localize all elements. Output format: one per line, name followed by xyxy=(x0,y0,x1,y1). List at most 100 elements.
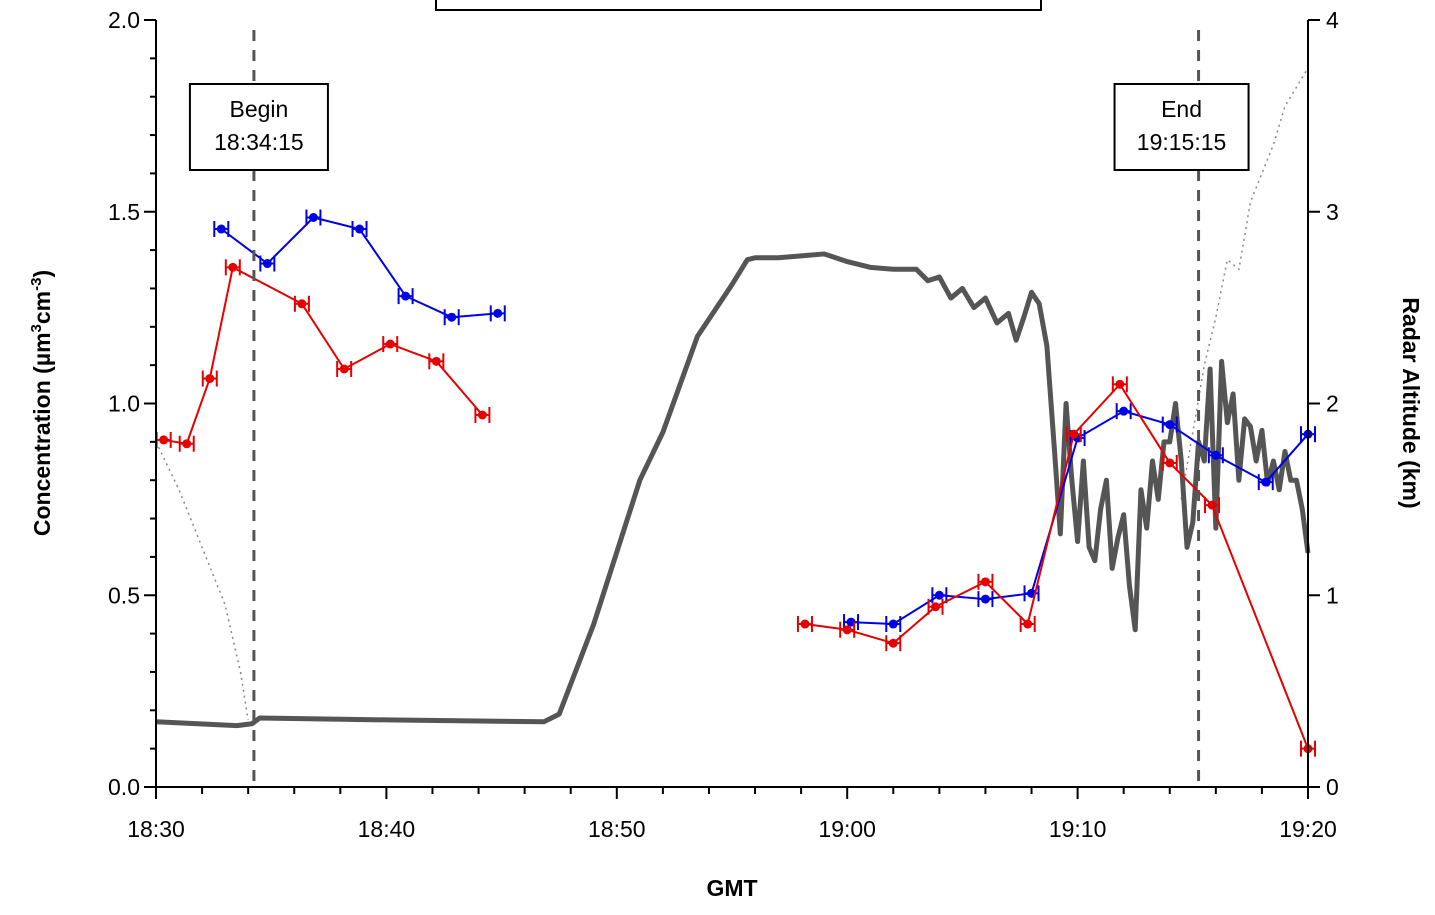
red-marker xyxy=(339,364,349,374)
blue-marker xyxy=(1211,450,1221,460)
red-marker xyxy=(931,602,941,612)
red-marker xyxy=(228,262,238,272)
blue-marker xyxy=(980,594,990,604)
blue-marker xyxy=(262,259,272,269)
red-point-4 xyxy=(293,295,310,312)
annotations: Begin 18:34:15 End 19:15:15 xyxy=(188,30,1250,787)
x-tick-label: 18:50 xyxy=(588,816,646,842)
blue-point-2 xyxy=(305,209,322,226)
red-marker xyxy=(159,435,169,445)
red-marker xyxy=(800,619,810,629)
red-marker xyxy=(1069,429,1079,439)
red-marker xyxy=(1165,458,1175,468)
red-point-13 xyxy=(977,573,994,590)
annotation-time-0: 18:34:15 xyxy=(214,129,304,155)
x-tick-label: 19:10 xyxy=(1049,816,1107,842)
y-left-tick-label: 1.0 xyxy=(108,391,140,417)
red-marker xyxy=(477,410,487,420)
blue-marker xyxy=(401,291,411,301)
red-marker xyxy=(297,299,307,309)
y-left-tick-label: 0.5 xyxy=(108,582,140,608)
blue-marker xyxy=(308,213,318,223)
red-marker xyxy=(1115,379,1125,389)
red-marker xyxy=(205,374,215,384)
blue-point-13 xyxy=(1115,403,1132,420)
red-point-2 xyxy=(201,370,218,387)
red-point-18 xyxy=(1204,497,1220,514)
blue-marker xyxy=(934,590,944,600)
red-point-11 xyxy=(885,635,902,652)
red-point-8 xyxy=(474,407,491,424)
annotation-label-1: End xyxy=(1161,96,1202,122)
blue-point-8 xyxy=(885,616,902,633)
red-marker xyxy=(182,439,192,449)
x-tick-label: 18:30 xyxy=(127,816,185,842)
y-left-tick-label: 1.5 xyxy=(108,199,140,225)
y-right-tick-label: 0 xyxy=(1326,774,1339,800)
red-point-5 xyxy=(336,360,353,377)
red-point-9 xyxy=(796,616,813,633)
red-point-15 xyxy=(1065,426,1082,443)
red-marker xyxy=(980,577,990,587)
blue-marker xyxy=(493,308,503,318)
red-marker xyxy=(842,625,852,635)
x-tick-label: 18:40 xyxy=(358,816,416,842)
y-left-axis-title: Concentration (µm3cm-3) xyxy=(28,270,55,536)
y-left-tick-label: 0.0 xyxy=(108,774,140,800)
y-left-title-sup1: 3 xyxy=(28,324,45,332)
blue-point-0 xyxy=(213,221,230,238)
red-marker xyxy=(1207,500,1217,510)
altitude-trace-dotted-0 xyxy=(155,441,249,721)
blue-marker xyxy=(1119,406,1129,416)
red-marker xyxy=(888,638,898,648)
axes: 0.0 0.5 1.0 1.5 2.0 0 1 2 3 4 18:30 18:40 18:50 19:00… xyxy=(108,7,1339,842)
red-series-line-1 xyxy=(804,382,1309,750)
plot-area xyxy=(155,67,1316,757)
blue-point-16 xyxy=(1257,474,1274,491)
red-point-7 xyxy=(428,353,445,370)
blue-marker xyxy=(216,224,226,234)
y-right-tick-label: 3 xyxy=(1326,199,1339,225)
annotation-time-1: 19:15:15 xyxy=(1137,129,1227,155)
y-right-tick-label: 1 xyxy=(1326,582,1339,608)
red-marker xyxy=(385,339,395,349)
blue-marker xyxy=(1165,420,1175,430)
red-point-12 xyxy=(927,598,944,615)
y-right-tick-label: 4 xyxy=(1326,7,1339,33)
x-tick-label: 19:20 xyxy=(1279,816,1337,842)
red-point-3 xyxy=(224,259,241,276)
red-marker xyxy=(431,356,441,366)
red-marker xyxy=(1023,619,1033,629)
radar-altitude-line xyxy=(155,251,1311,729)
blue-marker xyxy=(888,619,898,629)
y-right-axis-title: Radar Altitude (km) xyxy=(1398,297,1424,508)
blue-point-9 xyxy=(931,587,948,604)
top-cropped-box xyxy=(435,0,1042,11)
y-left-title-main: Concentration (µm xyxy=(29,332,55,536)
x-axis-title: GMT xyxy=(706,875,757,901)
blue-point-4 xyxy=(397,288,414,305)
blue-point-14 xyxy=(1161,416,1178,433)
red-series-line-0 xyxy=(163,265,484,445)
annotation-label-0: Begin xyxy=(230,96,289,122)
blue-marker xyxy=(447,312,457,322)
annotation-box-0 xyxy=(188,83,329,171)
red-point-0 xyxy=(155,431,172,448)
blue-point-10 xyxy=(977,591,994,608)
blue-marker xyxy=(1261,477,1271,487)
x-tick-label: 19:00 xyxy=(818,816,876,842)
red-point-14 xyxy=(1019,616,1036,633)
red-point-17 xyxy=(1161,454,1178,471)
blue-point-1 xyxy=(259,255,276,272)
annotation-box-1 xyxy=(1113,83,1250,171)
red-point-1 xyxy=(178,435,195,452)
blue-point-5 xyxy=(443,309,460,326)
blue-point-15 xyxy=(1207,447,1224,464)
red-point-6 xyxy=(382,336,399,353)
blue-marker xyxy=(355,224,365,234)
red-point-16 xyxy=(1111,376,1128,393)
y-right-tick-label: 2 xyxy=(1326,391,1339,417)
altitude-trace-dotted-1 xyxy=(1180,67,1309,500)
